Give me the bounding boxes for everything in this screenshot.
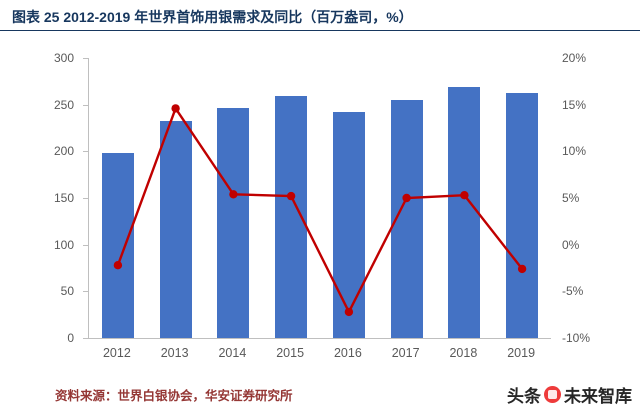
title-underline [0, 30, 640, 31]
y-axis-tickmark [83, 198, 89, 199]
watermark-suffix: 未来智库 [564, 387, 632, 406]
watermark: 头条 未来智库 [507, 382, 632, 407]
x-tick-label: 2015 [276, 346, 305, 360]
yoy-line [116, 105, 524, 315]
y-axis-left: 0 50 100 150 200 250 300 [0, 52, 82, 344]
bar-2014 [217, 108, 250, 338]
x-axis: 2012 2013 2014 2015 2016 2017 2018 2019 [88, 343, 550, 363]
y-axis-right: -10% -5% 0% 5% 10% 15% 20% [556, 52, 636, 344]
yoy-marker-2019 [517, 264, 527, 274]
bars-layer [89, 58, 551, 338]
x-tick-label: 2012 [102, 346, 131, 360]
x-tick-label: 2016 [333, 346, 362, 360]
y-right-tick-label: 15% [562, 97, 587, 112]
yoy-marker-2014 [229, 190, 238, 199]
y-right-tick-label: -5% [562, 284, 584, 299]
y-right-tick-label: -10% [562, 331, 591, 345]
y-axis-tickmark [83, 291, 89, 293]
bar-2019 [506, 93, 539, 338]
source-note: 资料来源：世界白银协会，华安证券研究所 [55, 389, 293, 403]
y-right-tick-label: 20% [562, 51, 587, 65]
chart: 0 50 100 150 200 250 300 -10% -5% 0% 5% 10% 15% 20% … [0, 31, 640, 366]
y-axis-tickmark [83, 244, 89, 246]
toutiao-logo-icon [544, 386, 561, 403]
bar-2018 [448, 86, 481, 338]
line-layer [113, 104, 527, 317]
y-axis-tickmark [83, 58, 89, 59]
figure-title: 图表 25 2012-2019 年世界首饰用银需求及同比（百万盎司，%） [12, 9, 413, 25]
y-left-tick-label: 200 [53, 144, 74, 159]
y-axis-tickmark [83, 338, 89, 339]
bar-2016 [332, 112, 365, 338]
bar-2013 [159, 120, 192, 338]
y-left-tick-label: 100 [53, 237, 74, 252]
x-tick-label: 2013 [160, 346, 189, 360]
y-left-tick-label: 150 [53, 191, 74, 205]
bar-2012 [101, 153, 134, 338]
x-tick-label: 2019 [507, 346, 536, 360]
x-tick-label: 2017 [391, 346, 420, 360]
y-right-tick-label: 10% [562, 144, 587, 159]
y-left-tick-label: 50 [60, 284, 74, 299]
yoy-marker-2015 [286, 191, 296, 201]
yoy-marker-2016 [344, 307, 354, 317]
x-tick-label: 2014 [218, 346, 247, 360]
y-left-tick-label: 250 [53, 97, 74, 112]
yoy-marker-2017 [402, 193, 411, 203]
watermark-prefix: 头条 [507, 387, 541, 406]
y-left-tick-label: 0 [67, 331, 74, 345]
yoy-marker-2018 [460, 191, 469, 200]
yoy-marker-2013 [171, 104, 180, 113]
y-right-tick-label: 0% [562, 237, 580, 252]
y-axis-tickmark [83, 104, 89, 106]
yoy-marker-2012 [113, 261, 123, 270]
y-axis-tickmark [83, 151, 89, 153]
x-tick-label: 2018 [449, 346, 478, 360]
plot-area [83, 58, 551, 339]
y-left-tick-label: 300 [53, 51, 74, 65]
y-right-tick-label: 5% [562, 191, 580, 205]
